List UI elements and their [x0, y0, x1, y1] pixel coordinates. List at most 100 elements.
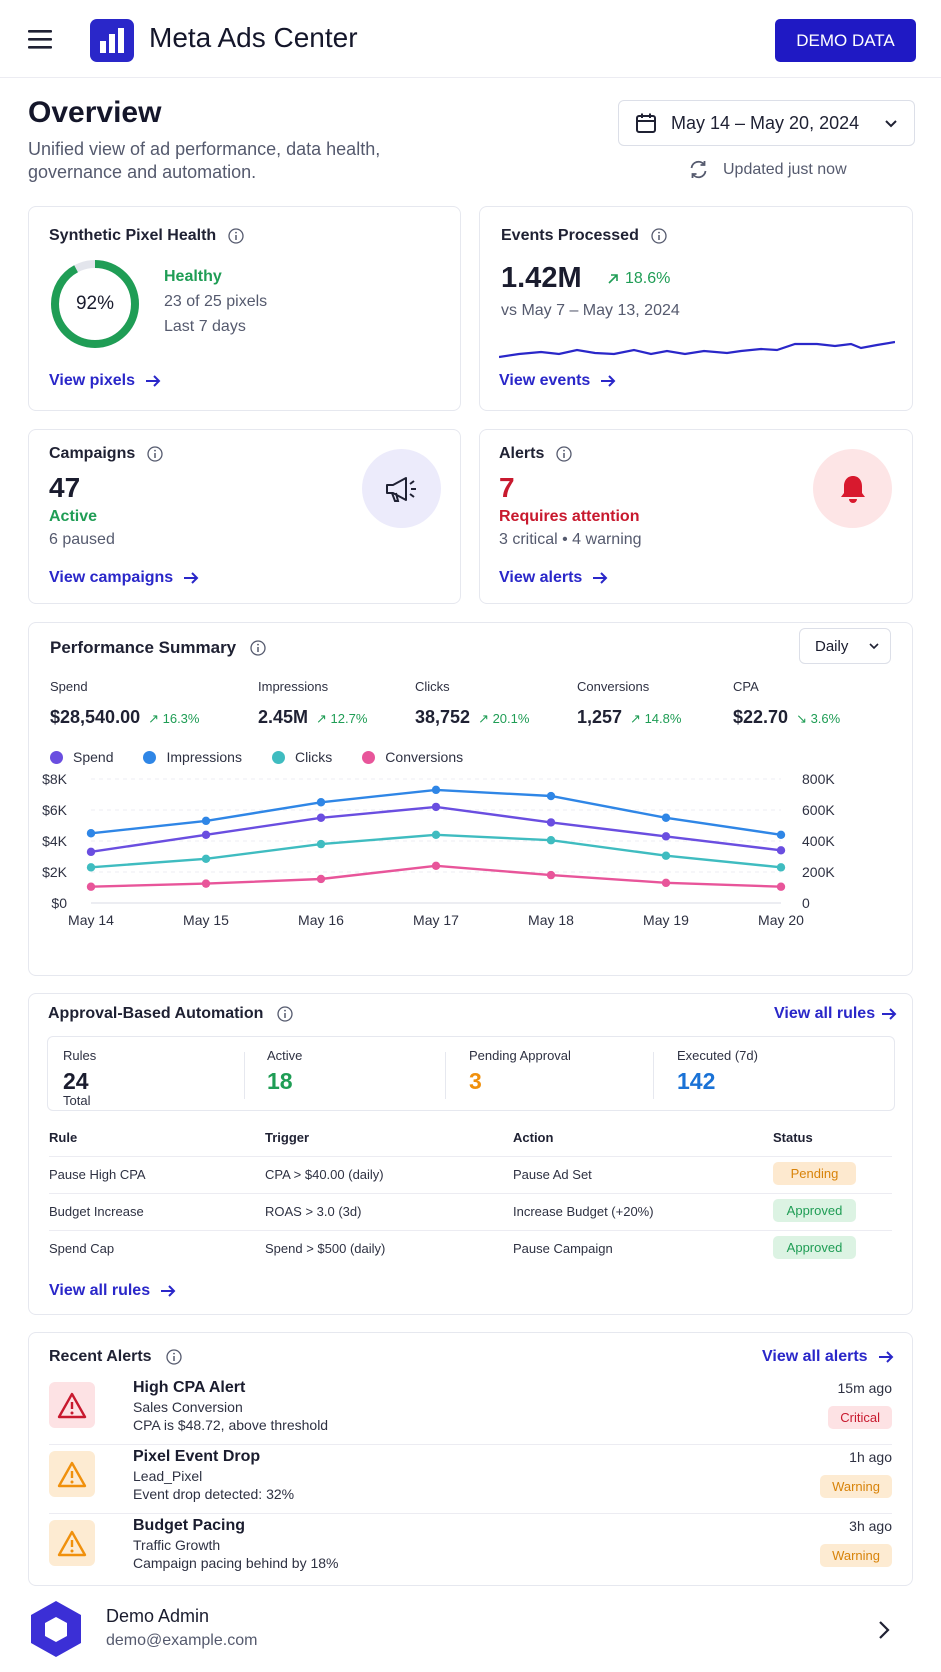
view-campaigns-link[interactable]: View campaigns — [49, 569, 199, 587]
metric-change-value: 3.6% — [810, 711, 841, 726]
stat-label: Executed (7d) — [677, 1048, 758, 1063]
events-change-value: 18.6% — [625, 270, 671, 287]
series-line-impressions — [90, 788, 782, 836]
legend-swatch — [362, 751, 376, 764]
alert-time: 3h ago — [849, 1518, 892, 1534]
user-profile[interactable]: Demo Admin demo@example.com — [0, 1596, 941, 1666]
x-tick-label: May 17 — [413, 912, 459, 928]
view-alerts-label: View alerts — [499, 569, 583, 586]
user-email: demo@example.com — [106, 1632, 258, 1649]
card-title: Events Processed — [501, 227, 667, 245]
date-range-picker[interactable]: May 14 – May 20, 2024 — [618, 100, 915, 146]
col-header-action: Action — [513, 1130, 554, 1145]
legend-item-spend[interactable]: Spend — [50, 749, 113, 765]
y-tick-label-left: $4K — [42, 833, 68, 849]
arrow-right-icon — [183, 571, 199, 585]
info-icon[interactable] — [165, 1349, 182, 1365]
alert-item[interactable]: Pixel Event Drop Lead_Pixel Event drop d… — [29, 1445, 912, 1513]
arrow-right-icon — [592, 571, 608, 585]
campaigns-card: Campaigns 47 Active 6 paused View campai… — [28, 429, 461, 604]
view-pixels-link[interactable]: View pixels — [49, 372, 161, 390]
data-point-spend — [316, 813, 326, 822]
legend-item-impressions[interactable]: Impressions — [143, 749, 242, 765]
x-tick-label: May 14 — [68, 912, 114, 928]
demo-data-button[interactable]: DEMO DATA — [775, 19, 916, 62]
alert-detail: Campaign pacing behind by 18% — [133, 1555, 339, 1571]
data-point-clicks — [431, 830, 441, 839]
metric-value: $28,540.00 — [50, 707, 141, 727]
table-row[interactable]: Pause High CPA CPA > $40.00 (daily) Paus… — [29, 1157, 912, 1194]
legend-swatch — [271, 751, 285, 764]
metric-value-row: 38,752 ↗ 20.1% — [415, 707, 529, 728]
info-icon[interactable] — [250, 640, 266, 656]
metric-label: CPA — [733, 679, 759, 694]
col-header-trigger: Trigger — [265, 1130, 310, 1145]
header-divider — [0, 77, 941, 78]
updated-status: Updated just now — [688, 159, 847, 180]
data-point-conversions — [776, 882, 786, 891]
y-tick-label-right: 0 — [802, 895, 810, 911]
megaphone-icon — [362, 449, 441, 528]
metric-cpa: CPA $22.70 ↘ 3.6% — [733, 679, 840, 728]
health-ring: 92% — [49, 258, 141, 350]
alert-title: High CPA Alert — [133, 1379, 246, 1396]
metric-change: ↘ 3.6% — [796, 711, 841, 726]
view-events-link[interactable]: View events — [499, 372, 616, 390]
metric-change: ↗ 16.3% — [148, 711, 200, 726]
alert-title: Pixel Event Drop — [133, 1448, 261, 1465]
interval-select[interactable]: Daily — [799, 628, 891, 664]
info-icon[interactable] — [228, 228, 244, 244]
table-row[interactable]: Spend Cap Spend > $500 (daily) Pause Cam… — [29, 1231, 912, 1268]
bell-icon — [813, 449, 892, 528]
severity-badge: Critical — [828, 1406, 892, 1429]
data-point-spend — [431, 802, 441, 812]
info-icon[interactable] — [651, 228, 667, 244]
metric-change-value: 16.3% — [162, 711, 200, 726]
data-point-conversions — [661, 878, 671, 888]
data-point-spend — [776, 846, 786, 855]
data-point-clicks — [86, 863, 96, 872]
info-icon[interactable] — [556, 446, 573, 462]
legend-item-conversions[interactable]: Conversions — [362, 749, 463, 765]
status-badge: Approved — [773, 1199, 856, 1222]
severity-badge: Warning — [820, 1475, 892, 1498]
interval-value: Daily — [815, 637, 849, 655]
stat-value: 142 — [677, 1068, 716, 1094]
view-all-rules-header-link[interactable]: View all rules — [774, 1005, 897, 1023]
info-icon[interactable] — [277, 1006, 294, 1022]
x-tick-label: May 15 — [183, 912, 229, 928]
legend-item-clicks[interactable]: Clicks — [271, 749, 332, 765]
warning-icon — [49, 1382, 95, 1428]
avatar — [28, 1599, 84, 1664]
cell-action: Increase Budget (+20%) — [513, 1204, 654, 1219]
events-sparkline — [498, 332, 896, 367]
cell-action: Pause Ad Set — [513, 1167, 592, 1182]
view-all-alerts-link[interactable]: View all alerts — [762, 1348, 894, 1366]
view-alerts-link[interactable]: View alerts — [499, 569, 608, 587]
view-all-rules-link[interactable]: View all rules — [49, 1282, 176, 1300]
y-tick-label-left: $2K — [42, 864, 68, 880]
pixel-health-card: Synthetic Pixel Health 92% Healthy 23 of… — [28, 206, 461, 411]
metric-label: Conversions — [577, 679, 650, 694]
data-point-clicks — [661, 851, 671, 860]
card-title: Alerts — [499, 445, 573, 463]
refresh-icon[interactable] — [688, 159, 709, 180]
alert-item[interactable]: High CPA Alert Sales Conversion CPA is $… — [29, 1376, 912, 1444]
stat-value: 3 — [469, 1068, 482, 1094]
trend-up-icon — [607, 273, 619, 285]
card-title: Performance Summary — [50, 638, 266, 658]
card-title: Recent Alerts — [49, 1348, 182, 1366]
alert-item[interactable]: Budget Pacing Traffic Growth Campaign pa… — [29, 1514, 912, 1582]
data-point-clicks — [316, 839, 326, 849]
metric-value: $22.70 — [733, 707, 789, 727]
card-title-text: Approval-Based Automation — [48, 1005, 264, 1022]
alert-detail: CPA is $48.72, above threshold — [133, 1417, 329, 1433]
stat-label: Active — [267, 1048, 303, 1063]
status-badge: Approved — [773, 1236, 856, 1259]
menu-icon[interactable] — [28, 28, 52, 50]
table-row[interactable]: Budget Increase ROAS > 3.0 (3d) Increase… — [29, 1194, 912, 1231]
warning-icon — [49, 1451, 95, 1497]
view-events-label: View events — [499, 372, 591, 389]
metric-value-row: 1,257 ↗ 14.8% — [577, 707, 681, 728]
info-icon[interactable] — [147, 446, 163, 462]
